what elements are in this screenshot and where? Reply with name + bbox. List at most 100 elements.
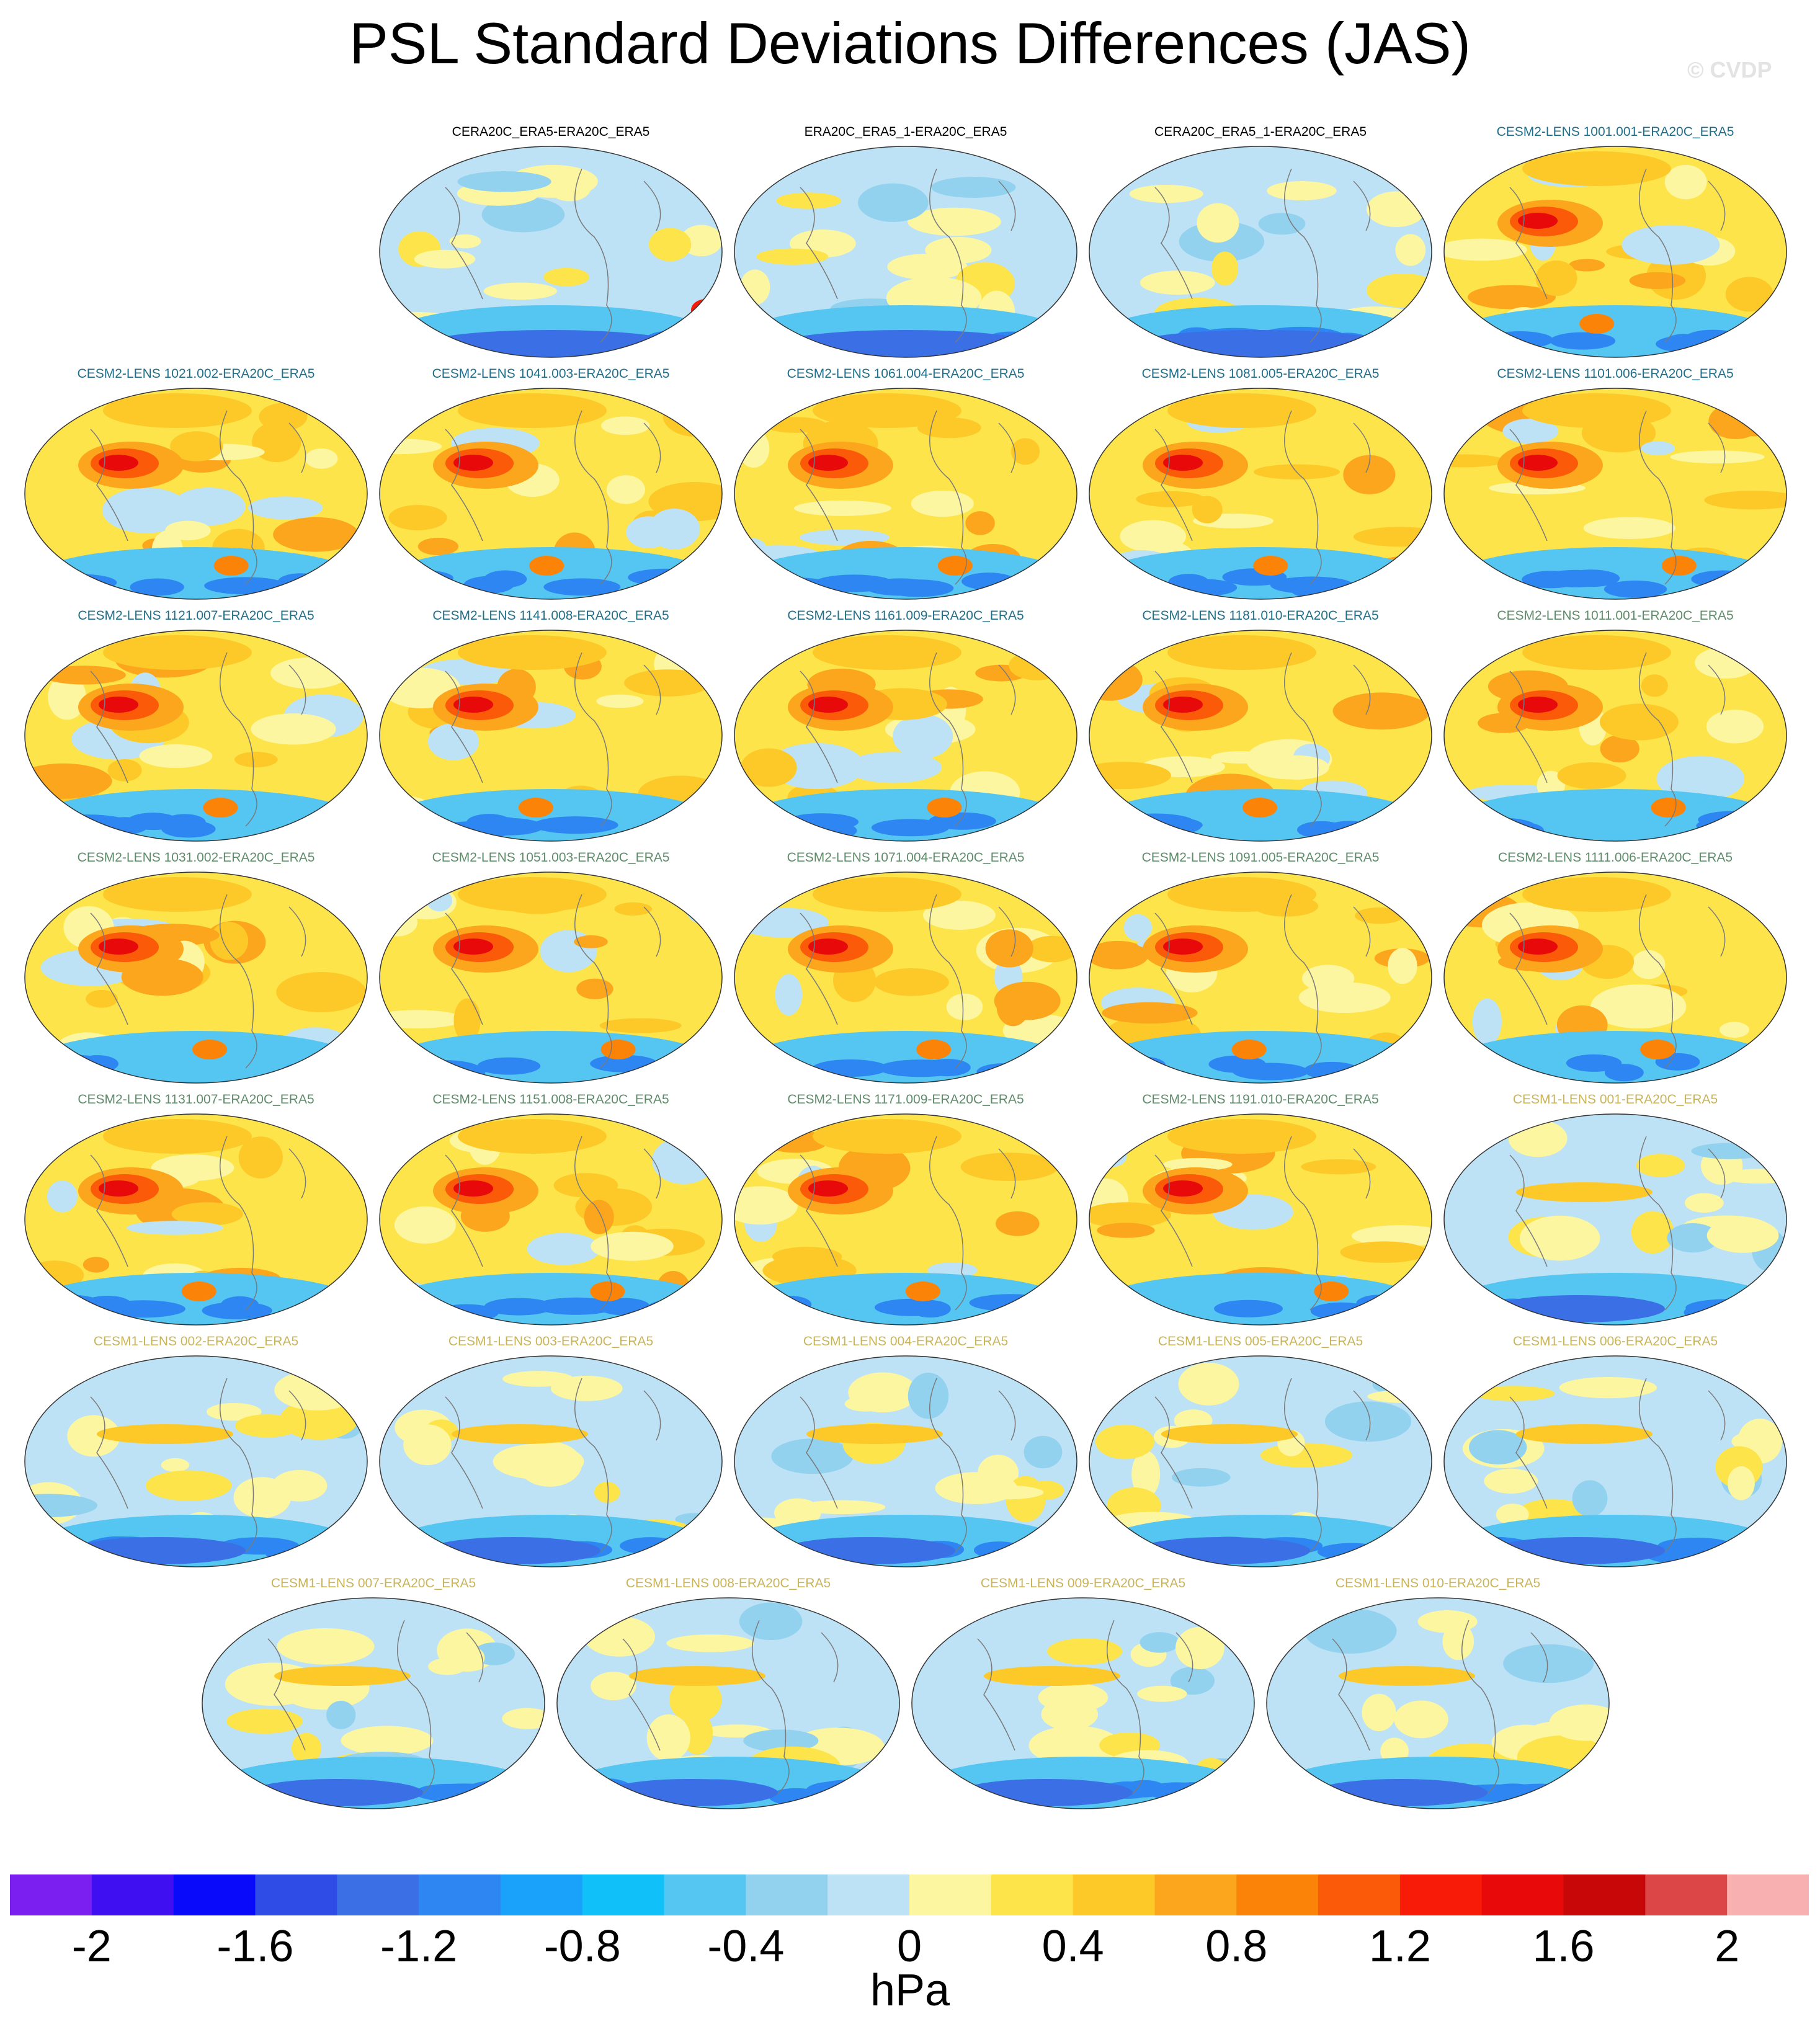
contour-blob [463, 576, 514, 594]
map-panel: CESM2-LENS 1121.007-ERA20C_ERA5 [22, 608, 370, 844]
contour-blob [995, 1211, 1040, 1236]
contour-blob [1388, 948, 1417, 984]
contour-blob [380, 569, 453, 587]
contour-blob [994, 981, 1061, 1020]
contour-blob [161, 1458, 190, 1473]
contour-blob [596, 694, 644, 708]
contour-blob [67, 1415, 120, 1457]
contour-blob [99, 455, 138, 471]
coastline [1154, 894, 1371, 1069]
contour-blob [1664, 164, 1707, 200]
contour-blob [1518, 455, 1558, 471]
map-panel: CESM2-LENS 1131.007-ERA20C_ERA5 [22, 1092, 370, 1327]
contour-blob [1444, 1304, 1522, 1322]
contour-blob [1706, 710, 1764, 744]
contour-blob [305, 448, 338, 469]
map [734, 146, 1077, 358]
contour-blob [1590, 984, 1687, 1029]
coastline [1154, 652, 1371, 827]
map-outline [379, 388, 723, 600]
map-panel: CESM1-LENS 009-ERA20C_ERA5 [909, 1576, 1257, 1811]
contour-blob [771, 1438, 854, 1474]
coastline [1509, 1378, 1726, 1553]
contour-blob [1705, 1064, 1782, 1082]
panel-title: CESM2-LENS 1101.006-ERA20C_ERA5 [1497, 367, 1734, 381]
coastline [800, 168, 1016, 343]
map [1443, 1113, 1787, 1326]
contour-blob [691, 299, 721, 321]
contour-blob [591, 1672, 636, 1701]
contour-blob [103, 393, 252, 428]
contour-blob [417, 537, 459, 556]
colorbar-swatch [827, 1874, 910, 1915]
map-outline [24, 388, 368, 600]
map [379, 1355, 723, 1567]
panel-title: CESM2-LENS 1061.004-ERA20C_ERA5 [787, 367, 1025, 381]
contour-blob [1167, 393, 1316, 428]
contour-blob [453, 938, 493, 955]
map [1089, 1355, 1432, 1567]
map-panel: CESM2-LENS 1081.005-ERA20C_ERA5 [1087, 366, 1434, 602]
map-outline [1443, 388, 1787, 600]
colorbar-swatch [991, 1874, 1074, 1915]
contour-blob [1028, 1726, 1122, 1765]
contour-blob [1583, 517, 1676, 539]
map-outline [1089, 146, 1432, 358]
contour-blob [83, 1295, 132, 1313]
contour-blob [172, 488, 246, 526]
contour-blob [1706, 1218, 1779, 1253]
contour-blob [927, 798, 962, 818]
map-panel: CESM2-LENS 1181.010-ERA20C_ERA5 [1087, 608, 1434, 844]
map [1443, 630, 1787, 842]
contour-blob [1725, 277, 1773, 312]
panel-title: ERA20C_ERA5_1-ERA20C_ERA5 [804, 125, 1007, 139]
contour-blob [858, 183, 929, 222]
contour-blob [1518, 938, 1558, 955]
map-outline [734, 1355, 1077, 1567]
contour-blob [458, 393, 607, 428]
contour-blob [1522, 393, 1671, 428]
map-outline [202, 1597, 545, 1809]
coastline [800, 410, 1016, 585]
contour-blob [976, 1063, 1034, 1081]
contour-blob [1167, 579, 1238, 597]
contour-blob [1175, 1626, 1224, 1669]
map-outline [379, 146, 723, 358]
contour-blob [1522, 877, 1671, 912]
map-outline [379, 871, 723, 1084]
contour-blob [130, 578, 184, 596]
contour-blob [1442, 1623, 1474, 1660]
contour-blob [1047, 1638, 1123, 1665]
contour-blob [739, 1602, 803, 1641]
contour-blob [620, 1537, 682, 1555]
contour-blob [591, 1231, 674, 1261]
map-panel: CESM2-LENS 1041.003-ERA20C_ERA5 [377, 366, 725, 602]
contour-blob [1472, 998, 1502, 1045]
contour-blob [1631, 950, 1666, 979]
coastline [622, 1620, 839, 1794]
map-panel: CESM1-LENS 010-ERA20C_ERA5 [1264, 1576, 1612, 1811]
contour-blob [1301, 1159, 1376, 1175]
contour-blob [1136, 1537, 1310, 1564]
map [379, 146, 723, 358]
contour-blob [1089, 940, 1149, 969]
contour-blob [1136, 330, 1385, 357]
contour-blob [669, 1677, 722, 1723]
panel-title: CESM2-LENS 1051.003-ERA20C_ERA5 [432, 850, 670, 865]
contour-blob [1242, 798, 1277, 818]
contour-blob [923, 901, 996, 930]
contour-blob [1557, 762, 1626, 790]
map-outline [379, 1113, 723, 1326]
contour-blob [1260, 1443, 1353, 1468]
contour-blob [590, 1281, 625, 1301]
map [1443, 146, 1787, 358]
map-panel: CERA20C_ERA5_1-ERA20C_ERA5 [1087, 124, 1434, 360]
contour-blob [1468, 1430, 1527, 1464]
contour-blob [1092, 1302, 1158, 1320]
contour-blob [1704, 491, 1787, 510]
contour-blob [403, 1424, 452, 1466]
contour-blob [1395, 234, 1426, 266]
contour-blob [170, 431, 223, 461]
colorbar-tick-label: -0.4 [707, 1922, 784, 1968]
coastline [1154, 410, 1371, 585]
